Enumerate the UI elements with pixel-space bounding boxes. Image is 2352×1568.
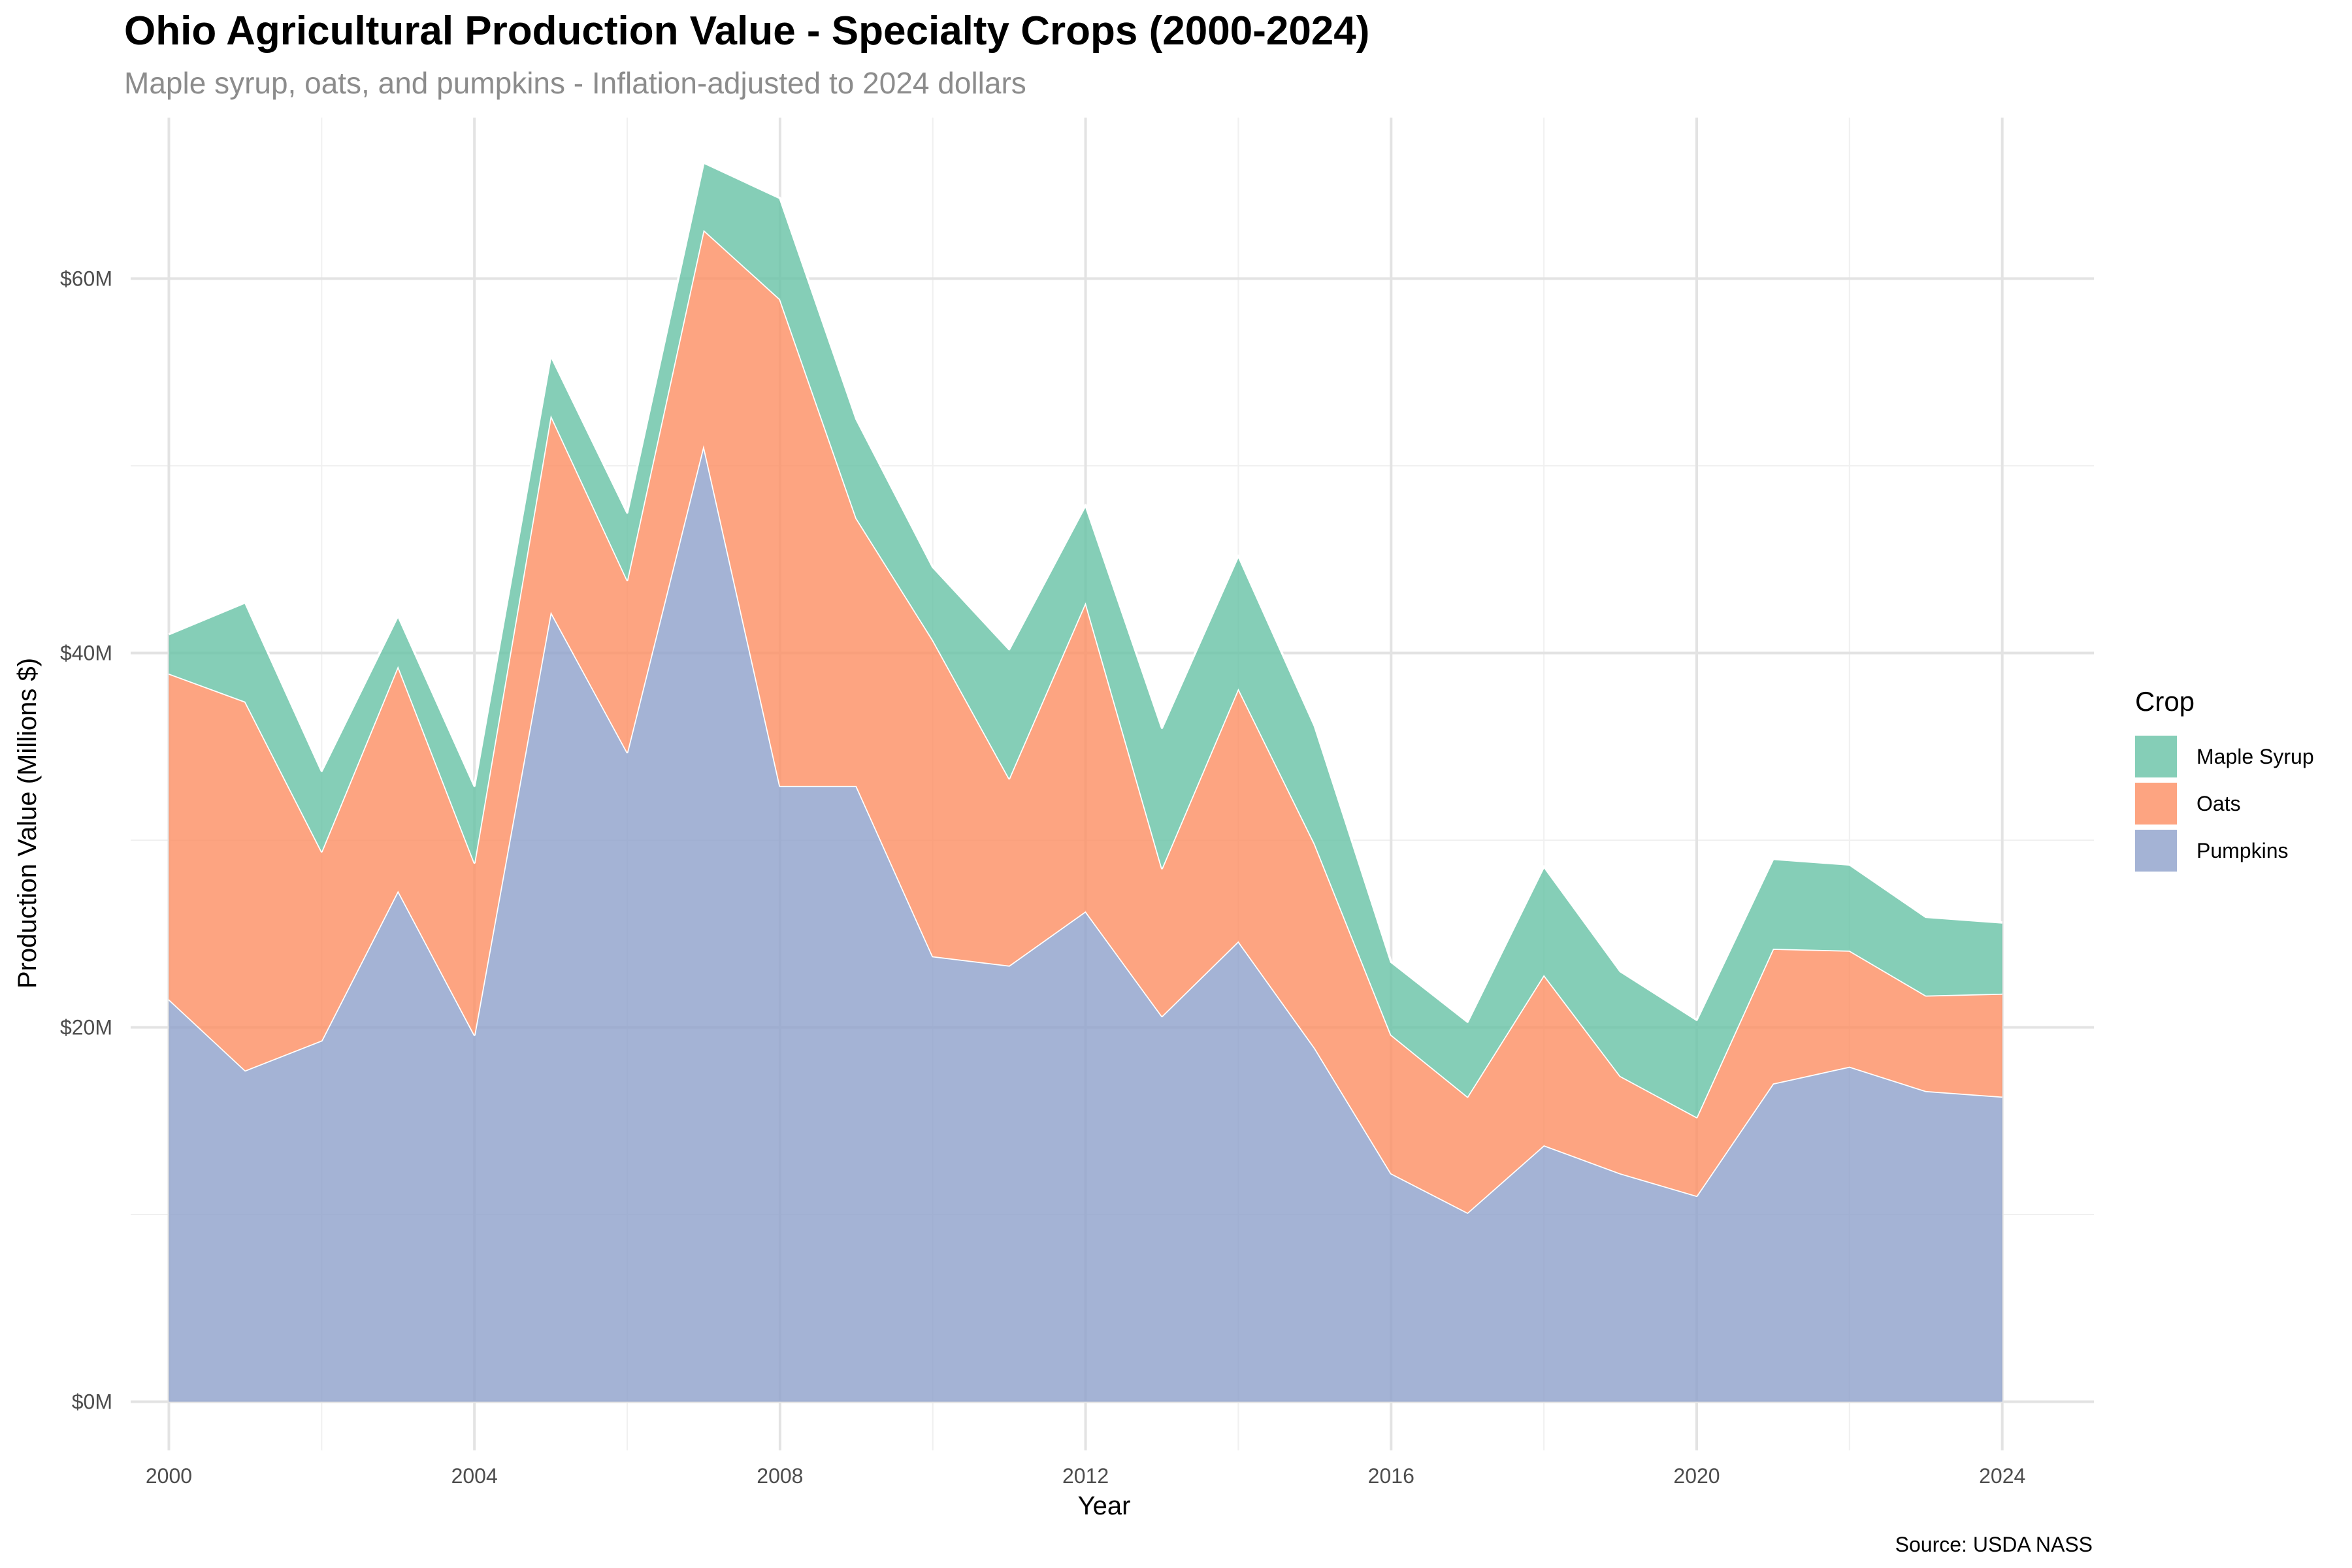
x-tick-label: 2012	[1062, 1464, 1109, 1488]
legend-label: Oats	[2197, 791, 2241, 815]
legend: Crop Maple Syrup Oats Pumpkins	[2135, 686, 2314, 874]
x-tick-label: 2008	[757, 1464, 803, 1488]
x-tick-label: 2000	[146, 1464, 192, 1488]
legend-label: Pumpkins	[2197, 838, 2289, 862]
legend-key-oats	[2135, 783, 2177, 825]
area-outline-maple-syrup	[168, 161, 2002, 1023]
source-caption: Source: USDA NASS	[1895, 1533, 2093, 1556]
legend-items: Maple Syrup Oats Pumpkins	[2135, 733, 2314, 874]
y-tick-label: $0M	[72, 1390, 112, 1414]
x-tick-label: 2016	[1368, 1464, 1414, 1488]
area-pumpkins	[169, 445, 2002, 1402]
legend-key-pumpkins	[2135, 830, 2177, 872]
chart-subtitle: Maple syrup, oats, and pumpkins - Inflat…	[124, 66, 1026, 100]
legend-item-maple-syrup: Maple Syrup	[2135, 733, 2314, 780]
legend-item-pumpkins: Pumpkins	[2135, 827, 2314, 874]
y-axis-title: Production Value (Millions $)	[13, 658, 42, 988]
x-tick-label: 2024	[1979, 1464, 2025, 1488]
x-tick-label: 2004	[451, 1464, 498, 1488]
y-tick-label: $40M	[60, 641, 112, 664]
legend-item-oats: Oats	[2135, 780, 2314, 827]
legend-key-maple-syrup	[2135, 736, 2177, 777]
tick-labels: 2000 2004 2008 2012 2016 2020 2024 $0M $20M $40M $…	[60, 267, 2025, 1488]
y-tick-label: $60M	[60, 267, 112, 290]
x-axis-title: Year	[1078, 1492, 1131, 1520]
stacked-areas	[168, 161, 2002, 1402]
y-tick-label: $20M	[60, 1015, 112, 1039]
area-maple-syrup	[169, 162, 2002, 1117]
area-oats	[169, 229, 2002, 1213]
legend-label: Maple Syrup	[2197, 744, 2314, 768]
legend-title: Crop	[2135, 686, 2195, 717]
x-tick-label: 2020	[1673, 1464, 1720, 1488]
chart-title: Ohio Agricultural Production Value - Spe…	[124, 8, 1370, 54]
